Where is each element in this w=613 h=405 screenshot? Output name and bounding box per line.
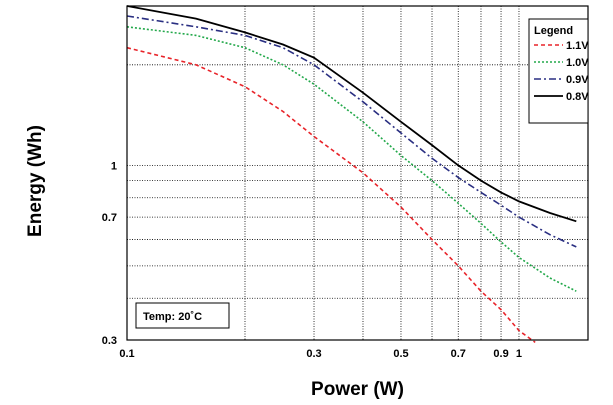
grid-layer (127, 6, 588, 340)
legend-title: Legend (534, 25, 573, 37)
y-tick-label: 1 (111, 160, 117, 172)
legend-items: 1.1V 1.0V 0.9V 0.8V (534, 40, 589, 103)
annotation-background (135, 302, 230, 329)
series-line-1.1V (126, 46, 536, 344)
temperature-annotation: Temp: 20˚C (135, 302, 230, 329)
legend-label-1.1V: 1.1V (566, 40, 589, 52)
y-tick-label: 0.7 (102, 212, 117, 224)
x-tick-label: 0.5 (393, 348, 408, 360)
x-tick-label: 0.1 (119, 348, 134, 360)
series-line-0.9V (126, 15, 577, 248)
y-tick-label: 0.3 (102, 335, 117, 347)
legend-label-0.8V: 0.8V (566, 91, 589, 103)
x-tick-label: 0.3 (306, 348, 321, 360)
y-axis-title: Energy (Wh) (25, 125, 46, 237)
annotation-text: Temp: 20˚C (143, 311, 202, 323)
legend-label-1.0V: 1.0V (566, 57, 589, 69)
x-axis-title: Power (W) (311, 379, 404, 400)
x-tick-label: 0.7 (451, 348, 466, 360)
series-layer (126, 5, 577, 344)
x-tick-label: 0.9 (493, 348, 508, 360)
series-line-0.8V (126, 5, 577, 223)
legend-background (528, 18, 589, 124)
x-tick-label: 1 (516, 348, 522, 360)
legend-label-0.9V: 0.9V (566, 74, 589, 86)
series-line-1.0V (126, 26, 577, 292)
tick-layer: 0.1 0.3 0.5 0.7 0.9 10.30.71 (102, 160, 522, 360)
legend: Legend 1.1V 1.0V 0.9V 0.8V (528, 18, 589, 124)
plot-frame (126, 5, 589, 341)
